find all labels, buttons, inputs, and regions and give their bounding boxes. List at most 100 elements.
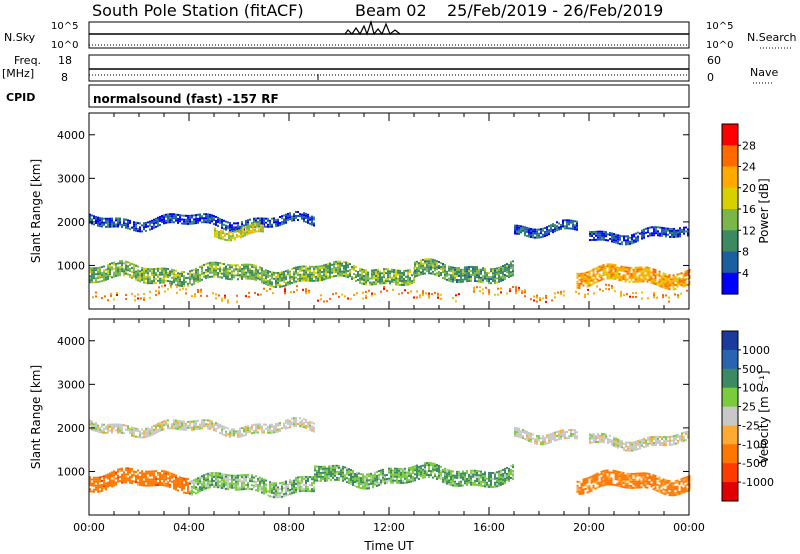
echo-cell xyxy=(497,287,499,290)
echo-cell xyxy=(596,268,599,271)
echo-cell xyxy=(684,270,687,273)
echo-cell xyxy=(355,266,357,268)
echo-cell xyxy=(374,481,376,484)
echo-cell xyxy=(660,281,663,284)
echo-cell xyxy=(299,269,301,272)
echo-cell xyxy=(279,277,281,280)
echo-cell xyxy=(107,221,109,224)
echo-cell xyxy=(189,218,191,221)
echo-cell xyxy=(482,288,484,291)
echo-cell xyxy=(299,425,301,428)
echo-cell xyxy=(167,288,169,291)
echo-cell xyxy=(177,217,179,220)
echo-cell xyxy=(397,279,399,282)
echo-cell xyxy=(335,292,337,295)
echo-cell xyxy=(652,272,655,275)
echo-cell xyxy=(97,478,99,481)
echo-cell xyxy=(552,231,554,234)
echo-cell xyxy=(432,270,434,273)
echo-cell xyxy=(640,268,643,271)
echo-cell xyxy=(177,282,179,285)
echo-cell xyxy=(127,469,129,472)
echo-cell xyxy=(359,277,361,280)
echo-cell xyxy=(237,264,239,267)
echo-cell xyxy=(327,271,329,274)
echo-cell xyxy=(285,221,287,224)
echo-cell xyxy=(530,230,532,232)
echo-cell xyxy=(458,267,460,269)
echo-cell xyxy=(203,217,205,220)
echo-cell xyxy=(147,476,149,479)
echo-cell xyxy=(656,273,659,276)
echo-cell xyxy=(677,439,679,442)
echo-cell xyxy=(331,267,333,270)
echo-cell xyxy=(181,426,183,429)
echo-cell xyxy=(185,482,187,484)
y-tick-label: 3000 xyxy=(57,172,85,185)
echo-cell xyxy=(536,234,538,237)
echo-cell xyxy=(189,492,191,495)
echo-cell xyxy=(147,278,149,281)
echo-cell xyxy=(670,284,673,287)
echo-cell xyxy=(97,218,99,221)
echo-cell xyxy=(189,276,191,279)
echo-cell xyxy=(91,478,93,481)
echo-cell xyxy=(137,473,139,476)
echo-cell xyxy=(351,276,353,278)
echo-cell xyxy=(229,230,231,232)
echo-cell xyxy=(424,470,426,473)
echo-cell xyxy=(187,490,189,493)
echo-cell xyxy=(183,285,185,288)
echo-cell xyxy=(311,279,313,282)
echo-cell xyxy=(593,236,595,239)
echo-cell xyxy=(165,279,167,282)
echo-cell xyxy=(360,473,362,476)
echo-cell xyxy=(414,271,416,274)
echo-cell xyxy=(509,290,511,293)
echo-cell xyxy=(262,224,264,227)
echo-cell xyxy=(548,433,550,436)
echo-cell xyxy=(409,270,411,273)
echo-cell xyxy=(215,261,217,264)
echo-cell xyxy=(273,221,275,224)
echo-cell xyxy=(269,423,271,426)
echo-cell xyxy=(650,281,653,284)
echo-cell xyxy=(558,228,560,231)
echo-cell xyxy=(93,484,95,487)
echo-cell xyxy=(105,488,107,491)
echo-cell xyxy=(362,477,364,480)
echo-cell xyxy=(305,479,307,482)
echo-cell xyxy=(354,477,356,479)
echo-cell xyxy=(169,221,171,224)
echo-cell xyxy=(95,218,97,220)
echo-cell xyxy=(674,293,676,296)
echo-cell xyxy=(524,289,526,292)
echo-cell xyxy=(105,274,107,277)
echo-cell xyxy=(117,480,119,483)
echo-cell xyxy=(173,483,175,486)
echo-cell xyxy=(442,478,444,481)
echo-cell xyxy=(344,466,346,469)
echo-cell xyxy=(220,231,222,234)
echo-cell xyxy=(129,481,131,484)
echo-cell xyxy=(538,234,540,237)
echo-cell xyxy=(91,484,93,487)
echo-cell xyxy=(216,236,218,239)
echo-cell xyxy=(237,272,239,275)
echo-cell xyxy=(207,476,209,479)
echo-cell xyxy=(303,216,305,219)
echo-cell xyxy=(610,275,613,278)
echo-cell xyxy=(137,222,139,225)
echo-cell xyxy=(157,279,159,282)
echo-cell xyxy=(617,242,619,245)
echo-cell xyxy=(649,438,651,441)
echo-cell xyxy=(652,278,655,281)
echo-cell xyxy=(135,427,137,430)
echo-cell xyxy=(259,219,261,222)
echo-cell xyxy=(143,296,145,299)
echo-cell xyxy=(399,277,401,280)
echo-cell xyxy=(353,277,355,279)
echo-cell xyxy=(245,295,247,298)
echo-cell xyxy=(329,264,331,267)
echo-cell xyxy=(448,269,450,272)
